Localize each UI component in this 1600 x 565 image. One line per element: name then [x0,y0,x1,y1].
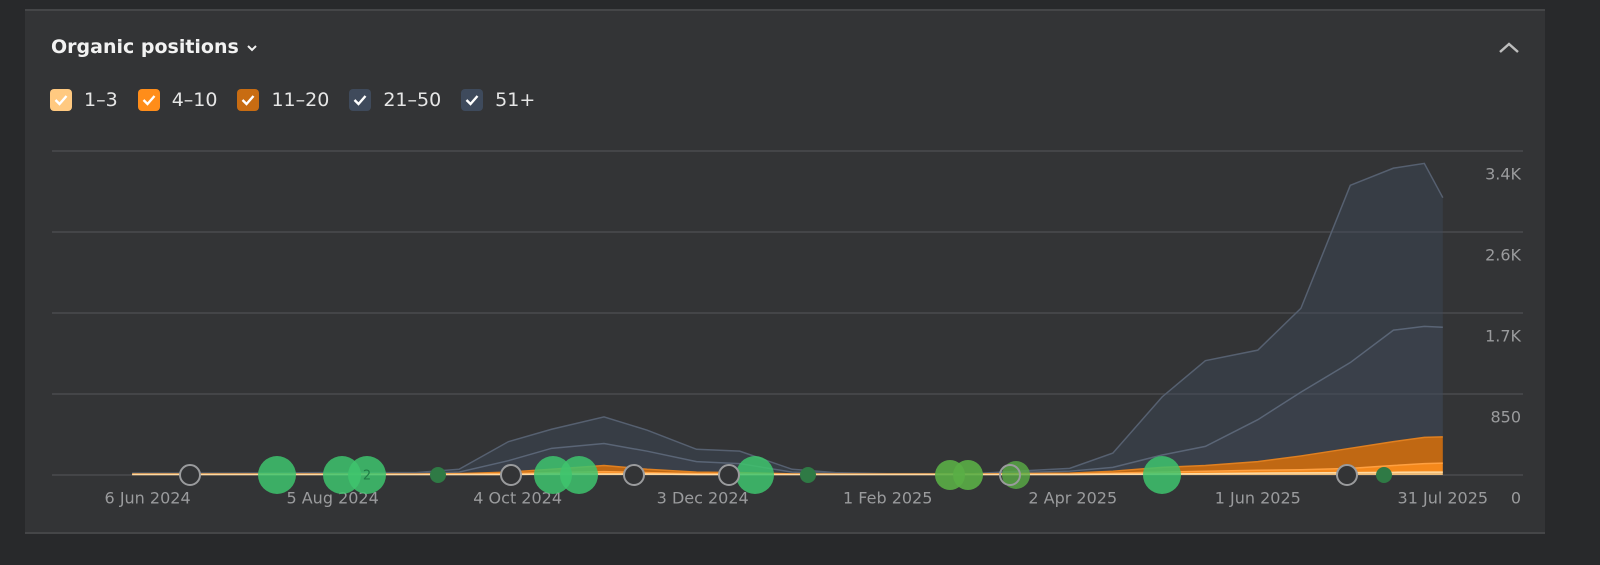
legend-checkbox[interactable] [237,89,260,111]
check-icon [353,95,367,106]
check-icon [142,95,156,106]
x-tick-label: 3 Dec 2024 [657,489,749,508]
legend-item[interactable]: 4–10 [137,89,218,111]
legend-label: 11–20 [271,89,330,111]
x-tick-label: 4 Oct 2024 [473,489,562,508]
event-count: 2 [363,469,371,484]
event-bubble[interactable] [430,467,446,483]
legend-label: 21–50 [383,89,442,111]
event-bubble[interactable] [800,467,816,483]
legend-item[interactable]: 21–50 [349,89,441,111]
legend-label: 4–10 [171,89,218,111]
x-tick-label: 5 Aug 2024 [286,489,378,508]
y-tick-label: 2.6K [1485,246,1521,265]
legend-checkbox[interactable] [349,89,372,111]
update-icon[interactable] [1336,464,1358,486]
event-bubble[interactable] [348,456,386,494]
legend-checkbox[interactable] [137,89,160,111]
event-bubble[interactable] [1376,467,1392,483]
legend-label: 51+ [495,89,536,111]
dropdown-icon [247,45,258,52]
event-bubble[interactable] [1002,461,1030,489]
legend-checkbox[interactable] [50,89,72,111]
x-tick-label: 1 Feb 2025 [843,489,932,508]
collapse-icon[interactable] [1497,40,1521,56]
event-bubble[interactable] [534,456,572,494]
event-bubble[interactable] [560,456,598,494]
check-icon [54,95,68,106]
x-tick-label: 2 Apr 2025 [1028,489,1117,508]
x-tick-label: 31 Jul 2025 [1398,489,1489,508]
event-bubble[interactable] [953,460,983,490]
title-text: Organic positions [51,36,239,58]
update-icon[interactable] [623,464,645,486]
check-icon [465,95,479,106]
event-bubble[interactable] [1143,456,1181,494]
legend-item[interactable]: 51+ [461,89,535,111]
event-bubble[interactable] [736,456,774,494]
y-tick-label: 1.7K [1485,327,1521,346]
y-tick-label: 0 [1511,489,1521,508]
legend-item[interactable]: 1–3 [50,89,118,111]
x-tick-label: 1 Jun 2025 [1215,489,1301,508]
check-icon [242,95,255,106]
update-icon[interactable] [179,464,201,486]
area-edge [132,471,1443,476]
update-icon[interactable] [999,464,1021,486]
panel-title[interactable]: Organic positions [51,36,259,58]
area-edge [132,162,1444,475]
update-icon[interactable] [718,464,740,486]
y-tick-label: 850 [1490,408,1521,427]
note-icon[interactable] [500,464,522,486]
event-markers: 2 [179,456,1392,494]
legend-checkbox[interactable] [461,89,484,111]
legend: 1–3 4–10 11–20 21–50 51+ [50,89,535,111]
y-tick-label: 3.4K [1485,165,1521,184]
event-bubble[interactable] [258,456,296,494]
x-tick-label: 6 Jun 2024 [105,489,191,508]
legend-item[interactable]: 11–20 [237,89,329,111]
legend-label: 1–3 [84,89,118,111]
